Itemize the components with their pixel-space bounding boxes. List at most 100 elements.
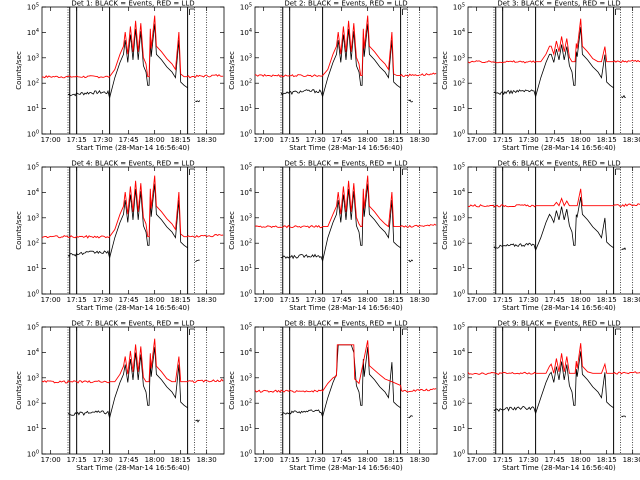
- corner-marker: [615, 328, 621, 335]
- x-tick-label: 18:15: [384, 456, 404, 464]
- corner-marker: [615, 8, 621, 15]
- x-tick-label: 17:15: [493, 456, 513, 464]
- lld-series-line: [41, 175, 224, 239]
- y-tick-label: 101: [240, 424, 252, 433]
- y-tick-label: 101: [240, 264, 252, 273]
- y-axis-label: Counts/sec: [15, 211, 23, 250]
- y-tick-label: 102: [240, 239, 252, 248]
- x-tick-label: 17:00: [41, 456, 61, 464]
- plot-frame: [41, 326, 225, 455]
- detector-panel-9: Det 9: BLACK = Events, RED = LLD 100 101 10…: [441, 320, 640, 472]
- x-tick-label: 18:15: [597, 296, 617, 304]
- y-tick-label: 101: [453, 104, 465, 113]
- y-tick-label: 103: [453, 53, 465, 62]
- events-series-line: [280, 183, 414, 263]
- y-tick-label: 102: [453, 239, 465, 248]
- x-tick-label: 18:15: [171, 136, 191, 144]
- lld-series-line: [41, 15, 224, 79]
- x-tick-label: 17:45: [332, 296, 352, 304]
- y-tick-label: 102: [453, 399, 465, 408]
- events-series-line: [493, 26, 626, 99]
- plot-frame: [254, 166, 438, 295]
- corner-marker: [402, 168, 408, 175]
- x-tick-label: 18:30: [623, 296, 640, 304]
- y-tick-label: 100: [27, 450, 39, 459]
- x-tick-label: 17:30: [519, 136, 539, 144]
- y-tick-label: 102: [27, 79, 39, 88]
- y-tick-label: 104: [27, 188, 39, 197]
- y-tick-label: 103: [27, 53, 39, 62]
- events-series-line: [280, 344, 413, 419]
- x-tick-label: 18:00: [145, 296, 165, 304]
- events-series-line: [493, 351, 627, 418]
- corner-marker: [402, 328, 408, 335]
- plot-frame: [41, 166, 225, 295]
- x-tick-label: 17:15: [67, 456, 87, 464]
- x-tick-label: 17:30: [93, 136, 113, 144]
- panel-title: Det 1: BLACK = Events, RED = LLD: [71, 0, 194, 8]
- x-axis-label: Start Time (28-Mar-14 16:56:40): [502, 464, 616, 472]
- x-tick-label: 18:30: [623, 136, 640, 144]
- x-tick-label: 17:45: [332, 456, 352, 464]
- x-axis-label: Start Time (28-Mar-14 16:56:40): [502, 144, 616, 152]
- y-tick-label: 103: [453, 373, 465, 382]
- y-tick-label: 100: [453, 130, 465, 139]
- x-tick-label: 17:00: [467, 136, 487, 144]
- x-tick-label: 17:30: [306, 456, 326, 464]
- y-tick-label: 101: [27, 424, 39, 433]
- x-tick-label: 18:15: [384, 296, 404, 304]
- x-tick-label: 17:15: [280, 296, 300, 304]
- y-tick-label: 101: [240, 104, 252, 113]
- detector-panel-7: Det 7: BLACK = Events, RED = LLD 100 101 10…: [15, 320, 225, 472]
- corner-marker: [189, 8, 195, 15]
- plot-frame: [254, 6, 438, 135]
- x-axis-label: Start Time (28-Mar-14 16:56:40): [289, 304, 403, 312]
- x-tick-label: 18:00: [571, 456, 591, 464]
- x-tick-label: 17:45: [545, 456, 565, 464]
- y-axis-label: Counts/sec: [441, 211, 449, 250]
- y-tick-label: 101: [27, 104, 39, 113]
- panel-title: Det 6: BLACK = Events, RED = LLD: [497, 160, 620, 168]
- y-tick-label: 105: [453, 3, 465, 12]
- y-tick-label: 103: [240, 373, 252, 382]
- y-tick-label: 105: [240, 323, 252, 332]
- y-axis-label: Counts/sec: [228, 211, 236, 250]
- x-axis-label: Start Time (28-Mar-14 16:56:40): [76, 464, 190, 472]
- y-tick-label: 102: [240, 399, 252, 408]
- panel-title: Det 3: BLACK = Events, RED = LLD: [497, 0, 620, 8]
- panel-title: Det 5: BLACK = Events, RED = LLD: [284, 160, 407, 168]
- lld-series-line: [467, 18, 640, 64]
- events-series-line: [280, 23, 413, 103]
- x-tick-label: 17:15: [280, 136, 300, 144]
- y-tick-label: 104: [453, 348, 465, 357]
- y-tick-label: 104: [27, 348, 39, 357]
- y-tick-label: 105: [453, 323, 465, 332]
- x-tick-label: 17:00: [467, 296, 487, 304]
- x-tick-label: 17:00: [254, 296, 274, 304]
- y-axis-label: Counts/sec: [15, 51, 23, 90]
- y-tick-label: 105: [240, 163, 252, 172]
- x-tick-label: 18:00: [358, 456, 378, 464]
- y-tick-label: 102: [27, 239, 39, 248]
- x-tick-label: 17:45: [119, 296, 139, 304]
- corner-marker: [189, 168, 195, 175]
- y-tick-label: 105: [27, 163, 39, 172]
- x-tick-label: 17:00: [41, 296, 61, 304]
- x-axis-label: Start Time (28-Mar-14 16:56:40): [76, 304, 190, 312]
- y-tick-label: 105: [453, 163, 465, 172]
- x-tick-label: 18:00: [358, 296, 378, 304]
- x-tick-label: 18:15: [171, 456, 191, 464]
- lld-series-line: [467, 188, 640, 208]
- y-tick-label: 100: [27, 290, 39, 299]
- y-tick-label: 101: [453, 264, 465, 273]
- y-tick-label: 105: [27, 3, 39, 12]
- x-tick-label: 17:45: [119, 136, 139, 144]
- y-tick-label: 104: [453, 28, 465, 37]
- plot-frame: [467, 166, 640, 295]
- x-tick-label: 17:00: [41, 136, 61, 144]
- x-axis-label: Start Time (28-Mar-14 16:56:40): [502, 304, 616, 312]
- x-tick-label: 18:15: [171, 296, 191, 304]
- y-tick-label: 101: [453, 424, 465, 433]
- y-tick-label: 103: [240, 53, 252, 62]
- x-tick-label: 17:00: [254, 136, 274, 144]
